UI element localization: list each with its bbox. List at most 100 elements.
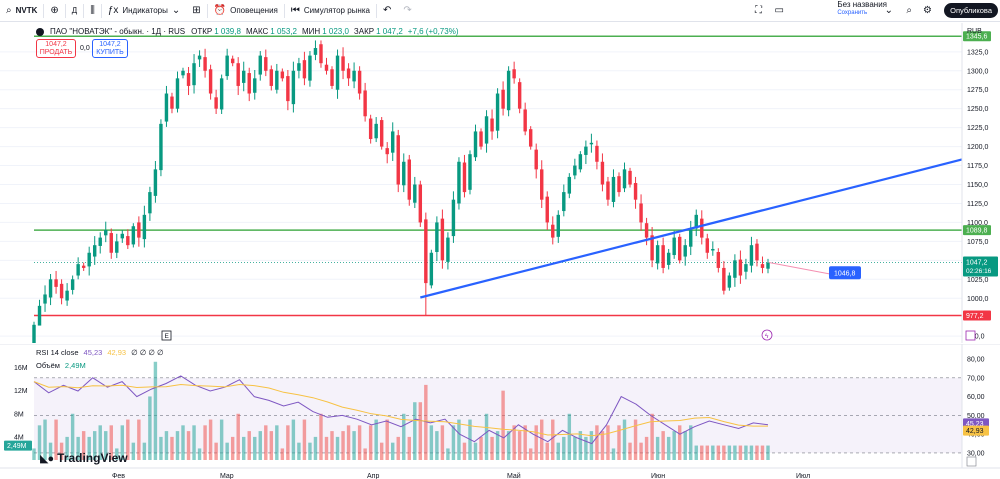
price-axis[interactable]: 950,01000,01025,01050,01075,01100,01125,… [967,49,989,340]
drawings: 1046,8 [420,158,963,299]
price-tick-label: 1275,0 [967,87,989,94]
volume-bar [357,425,362,460]
candle-body [589,142,594,145]
volume-bar [545,442,549,460]
tradingview-logo[interactable]: ◣● TradingView [40,451,128,465]
volume-bars [32,361,770,460]
candle-body [153,169,158,196]
candle-body [352,70,356,82]
replay-button[interactable]: ⏮ Симулятор рынка [285,0,376,22]
replay-icon: ⏮ [290,4,300,16]
indicators-button[interactable]: ƒx Индикаторы ⌄ [102,0,186,22]
top-toolbar: ⌕ NVTK ⊕ Д ⫼ ƒx Индикаторы ⌄ ⊞ ⏰ Оповеще… [0,0,1000,22]
volume-bar [490,436,494,460]
chart-type-button[interactable]: ⫼ [84,0,101,22]
volume-bar [479,436,483,460]
chevron-down-icon: ⌄ [884,4,893,16]
divider [83,3,85,18]
volume-bar [540,419,544,460]
price-chart[interactable]: 1046,8 950,01000,01025,01050,01075,01100… [0,23,1000,343]
volume-bar [716,445,721,460]
level-price-label: 1345,6 [966,34,988,41]
layout-save-link[interactable]: Сохранить [837,9,868,16]
currency-label[interactable]: RUB [967,28,982,35]
countdown-label: 02:26:16 [966,268,992,275]
volume-bar [573,436,577,460]
candle-body [341,56,345,71]
candle-body [65,290,69,301]
candle-body [534,149,538,170]
layout-menu-chevron[interactable]: ⌄ [879,0,899,22]
volume-axis: 4M 8M 12M 16M 2,49M [4,365,32,451]
candle-body [379,120,384,147]
layout-name-menu[interactable]: Без названия Сохранить [837,0,887,16]
candle-body [192,63,196,86]
price-tick-label: 1250,0 [967,106,989,113]
volume-bar [346,425,351,460]
price-tick-label: 1225,0 [967,125,989,132]
volume-bar [760,445,765,460]
volume-bar [617,425,621,460]
quick-search-button[interactable]: ⌕ [900,0,918,22]
buy-button[interactable]: 1047,2 КУПИТЬ [92,39,128,58]
volume-tick-label: 12M [14,388,28,395]
candle-body [396,135,400,185]
candle-body [109,233,113,253]
volume-bar [551,419,555,460]
candles [32,40,770,343]
candle-body [540,169,544,200]
volume-bar [363,448,367,460]
volume-bar [495,431,500,460]
settings-button[interactable]: ⚙ [917,0,938,22]
volume-bar [275,425,279,460]
candle-body [330,69,334,86]
interval-button[interactable]: Д [66,0,83,22]
time-axis[interactable]: Фев Мар Апр Май Июн Июл [112,472,810,479]
candle-body [766,262,770,269]
volume-bar [126,419,130,460]
candle-body [457,161,461,204]
layout-button[interactable]: ▭ [769,0,790,22]
undo-button[interactable]: ↶ [377,0,397,22]
candle-body [247,73,251,94]
volume-bar [584,436,588,460]
templates-button[interactable]: ⊞ [186,0,206,22]
divider [100,3,102,18]
volume-bar [523,425,527,460]
indicators-icon: ƒx [107,4,119,16]
candle-body [319,44,323,64]
volume-bar [341,431,345,460]
volume-bar [208,419,213,460]
volume-bar [197,448,202,460]
candle-body [214,97,218,109]
candle-body [363,90,367,117]
divider [206,3,208,18]
fullscreen-button[interactable]: ⛶ [749,0,768,22]
candle-body [733,260,737,278]
volume-bar [650,413,654,460]
candle-body [716,252,721,268]
compare-button[interactable]: ⊕ [44,0,64,22]
rsi-tick-label: 50,00 [967,413,985,420]
volume-bar [109,425,113,460]
candle-body [644,223,649,238]
volume-bar [733,445,737,460]
candle-body [711,248,715,251]
redo-button[interactable]: ↷ [397,0,417,22]
alerts-button[interactable]: ⏰ Оповещения [208,0,284,22]
candle-body [556,214,560,237]
candle-body [230,58,235,64]
level-price-label: 977,2 [966,313,984,320]
volume-bar [578,431,583,460]
symbol-search[interactable]: ⌕ NVTK [0,0,43,22]
volume-bar [755,445,759,460]
candle-body [600,161,605,185]
volume-bar [192,425,196,460]
volume-bar [264,425,268,460]
volume-bar [70,413,75,460]
sell-button[interactable]: 1047,2 ПРОДАТЬ [36,39,76,58]
last-price-badge [963,256,998,277]
publish-button[interactable]: Опубликова [944,3,998,18]
